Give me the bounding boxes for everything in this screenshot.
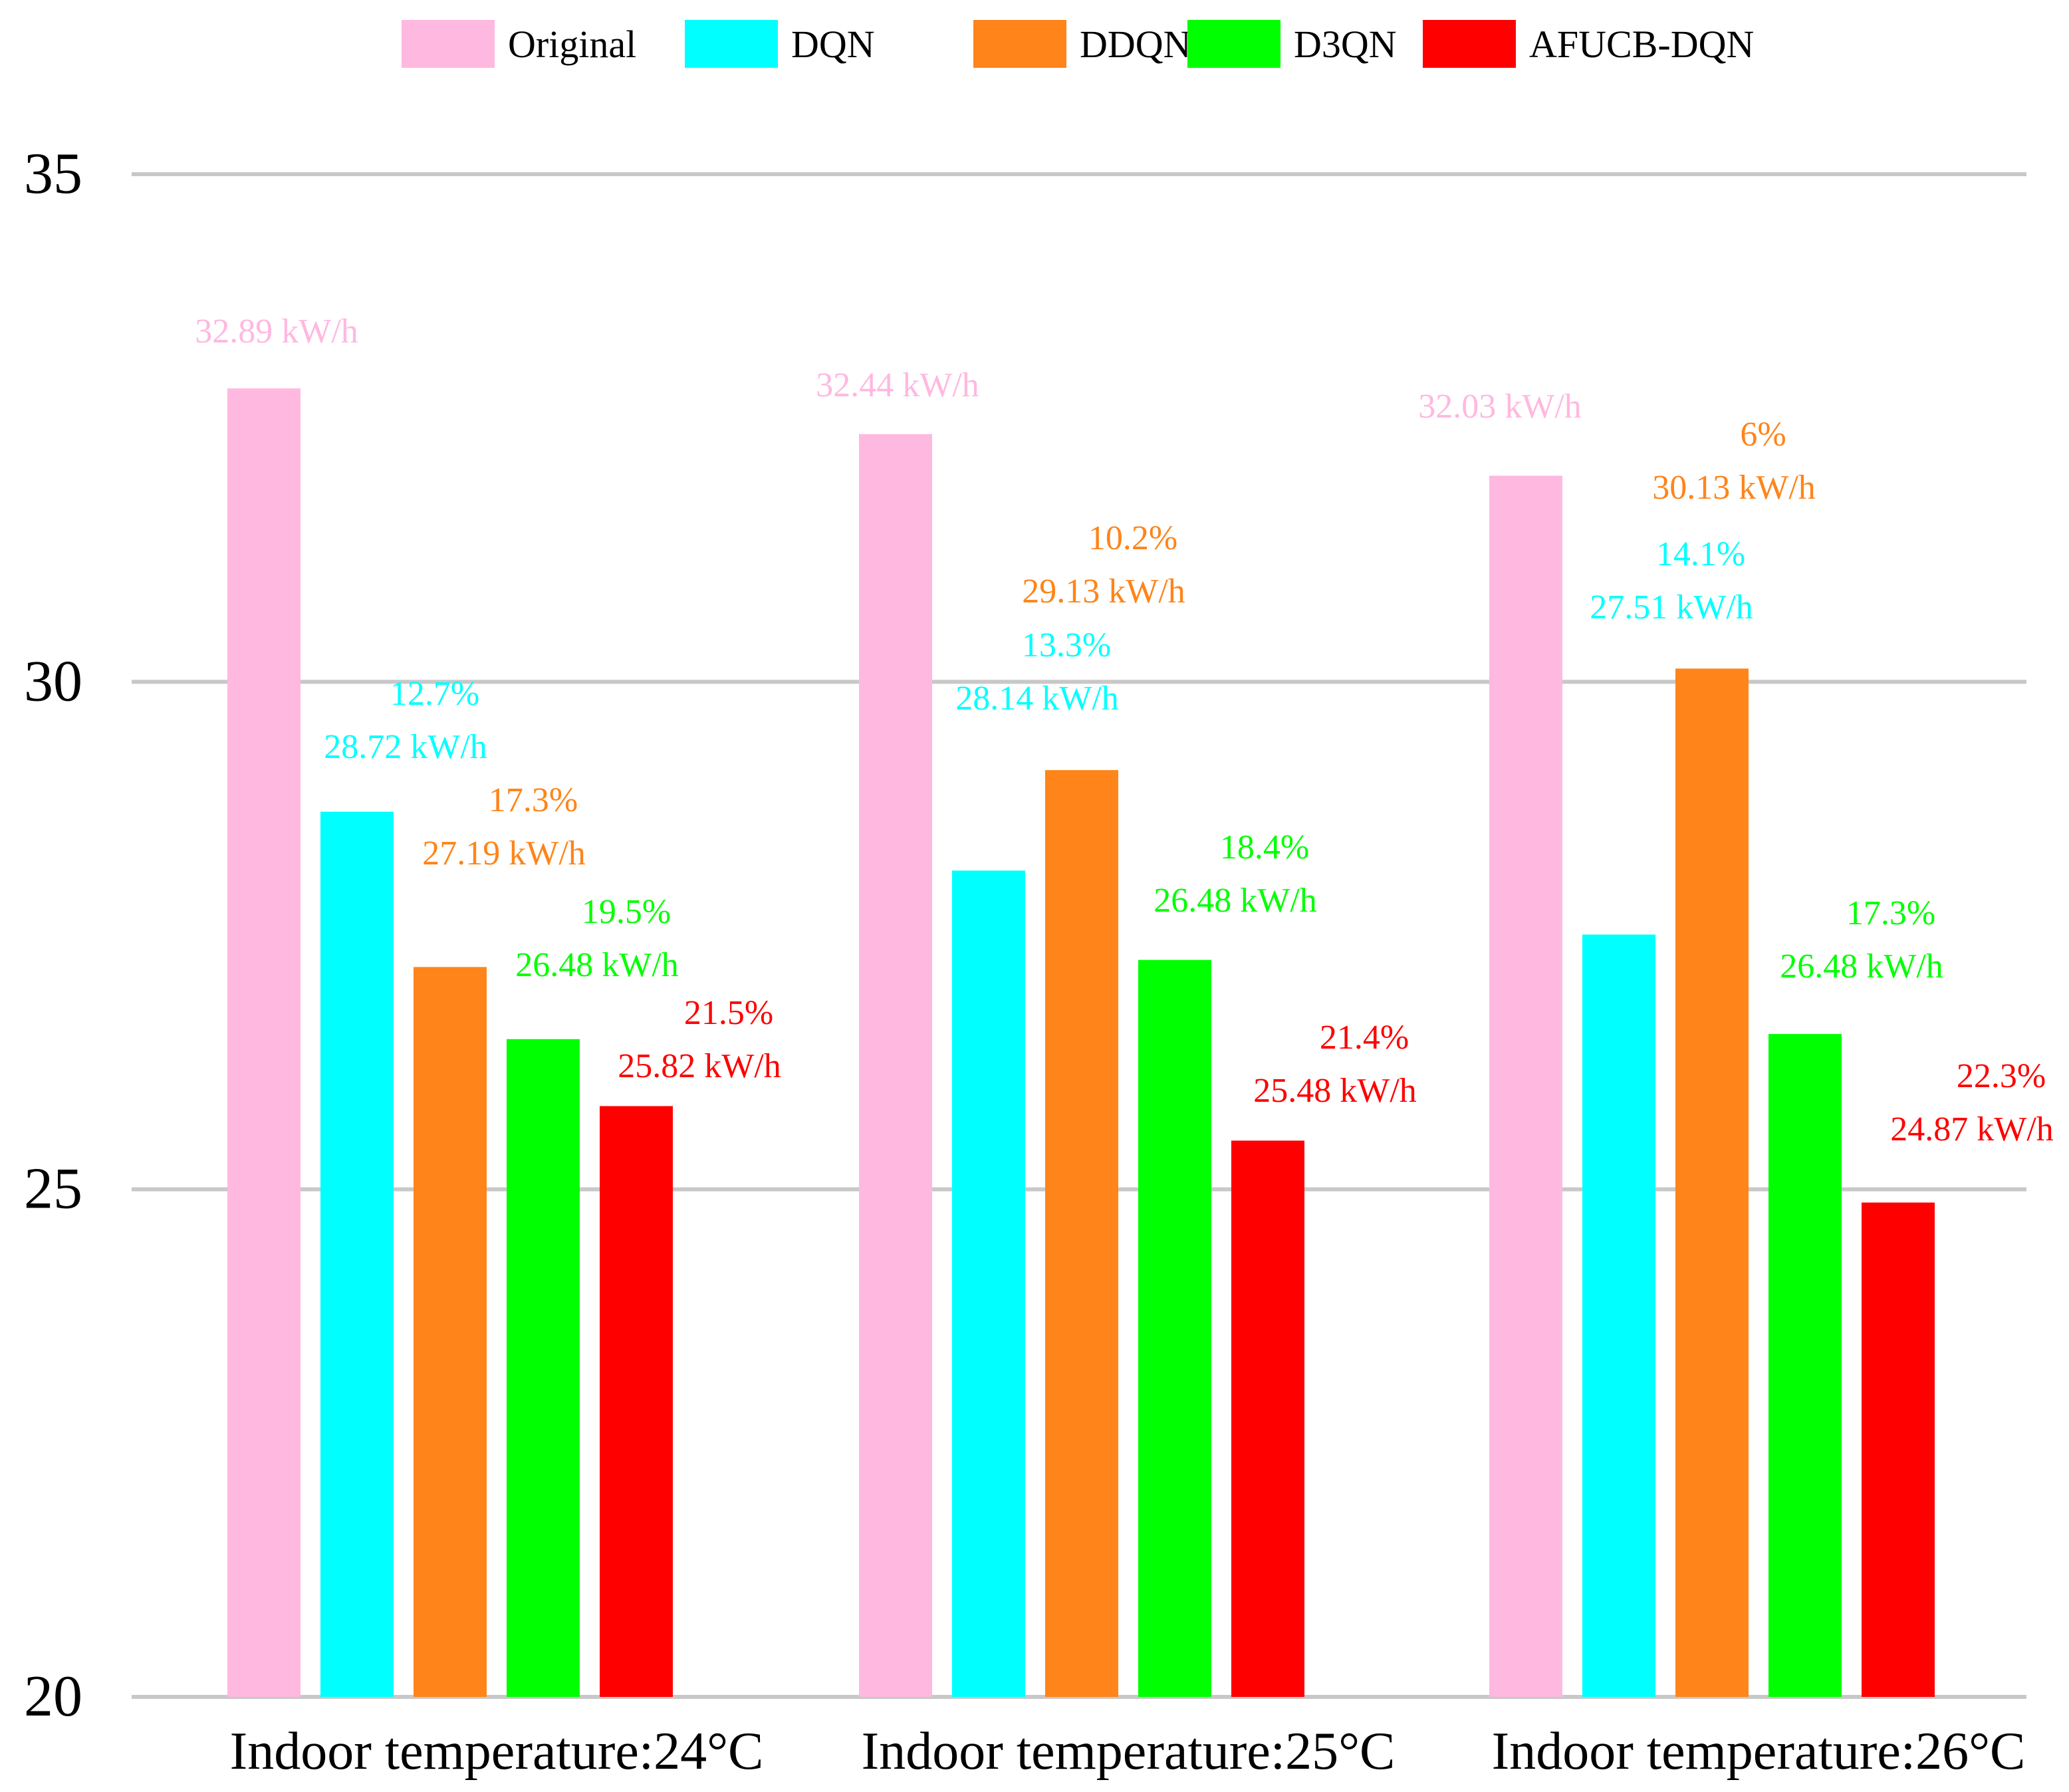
percent-label: 18.4% [1220, 829, 1309, 866]
y-tick-label: 30 [24, 649, 82, 713]
bar-afucb-dqn-3 [1862, 1202, 1935, 1697]
value-label: 29.13 kW/h [1022, 573, 1185, 610]
x-category-label: Indoor temperature:26°C [1492, 1722, 2026, 1781]
legend-label: DDQN [1080, 23, 1191, 66]
bar-d3qn-2 [1138, 960, 1211, 1697]
data-labels: 32.89 kW/h 32.44 kW/h 32.03 kW/h 28.72 kW/h… [195, 313, 2054, 1148]
bars [227, 388, 1935, 1698]
legend-label: Original [508, 23, 636, 66]
value-label: 25.48 kW/h [1253, 1072, 1417, 1110]
value-label: 28.14 kW/h [955, 680, 1119, 717]
percent-label: 12.7% [390, 675, 479, 713]
bar-dqn-1 [320, 811, 394, 1697]
x-category-label: Indoor temperature:25°C [862, 1722, 1396, 1781]
bar-original-3 [1489, 475, 1562, 1698]
percent-label: 17.3% [489, 781, 578, 819]
bar-d3qn-3 [1768, 1034, 1842, 1697]
y-tick-label: 25 [24, 1157, 82, 1221]
x-category-label: Indoor temperature:24°C [230, 1722, 764, 1781]
bar-dqn-3 [1582, 934, 1655, 1697]
percent-label: 14.1% [1656, 535, 1745, 573]
legend-swatch-dqn [685, 20, 778, 68]
bar-afucb-dqn-1 [600, 1106, 673, 1697]
y-tick-label: 20 [24, 1664, 82, 1729]
percent-label: 19.5% [582, 893, 671, 931]
legend-label: D3QN [1294, 23, 1397, 66]
percent-label: 21.4% [1320, 1019, 1409, 1057]
legend-swatch-afucb-dqn [1423, 20, 1516, 68]
percent-label: 13.3% [1022, 626, 1111, 664]
percent-label: 6% [1740, 416, 1786, 453]
legend-label: DQN [791, 23, 875, 66]
bar-original-1 [227, 388, 301, 1697]
bar-ddqn-1 [414, 967, 487, 1697]
percent-label: 22.3% [1957, 1057, 2046, 1095]
legend-swatch-ddqn [973, 20, 1066, 68]
bar-original-2 [859, 434, 932, 1697]
percent-label: 17.3% [1846, 894, 1935, 932]
value-label: 26.48 kW/h [1780, 948, 1943, 985]
value-label: 32.89 kW/h [195, 313, 358, 350]
y-axis-ticks: 20 25 30 35 [24, 142, 82, 1729]
x-axis-categories: Indoor temperature:24°C Indoor temperatur… [230, 1722, 2026, 1781]
legend-swatch-original [402, 20, 495, 68]
value-label: 27.19 kW/h [422, 834, 586, 872]
value-label: 27.51 kW/h [1590, 588, 1753, 626]
legend: Original DQN DDQN D3QN AFUCB-DQN [402, 20, 1754, 68]
value-label: 24.87 kW/h [1890, 1110, 2054, 1148]
value-label: 32.44 kW/h [816, 366, 979, 404]
legend-label: AFUCB-DQN [1529, 23, 1754, 66]
bar-afucb-dqn-2 [1231, 1140, 1304, 1697]
value-label: 26.48 kW/h [1154, 882, 1317, 920]
percent-label: 21.5% [684, 994, 773, 1032]
value-label: 30.13 kW/h [1652, 469, 1816, 507]
value-label: 28.72 kW/h [324, 728, 487, 766]
bar-dqn-2 [952, 870, 1025, 1697]
bar-ddqn-3 [1675, 668, 1749, 1697]
y-tick-label: 35 [24, 142, 82, 206]
bar-ddqn-2 [1045, 770, 1118, 1697]
value-label: 32.03 kW/h [1418, 388, 1582, 426]
value-label: 25.82 kW/h [618, 1047, 781, 1085]
bar-d3qn-1 [507, 1039, 580, 1697]
percent-label: 10.2% [1088, 519, 1177, 557]
value-label: 26.48 kW/h [515, 946, 679, 984]
legend-swatch-d3qn [1187, 20, 1280, 68]
